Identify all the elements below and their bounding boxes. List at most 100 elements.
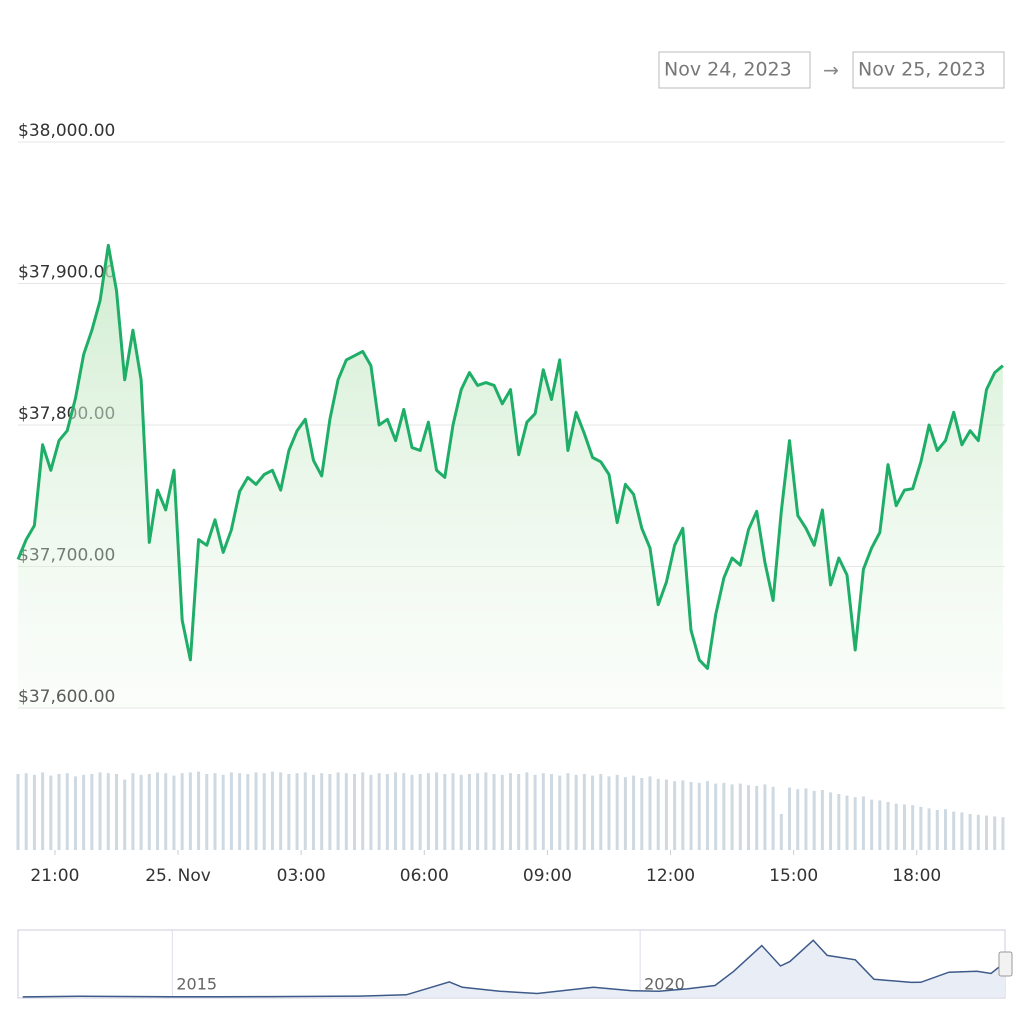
volume-bar xyxy=(591,775,595,850)
volume-bar xyxy=(451,773,455,850)
volume-bar xyxy=(845,795,849,850)
volume-bar xyxy=(878,800,882,850)
volume-bar xyxy=(90,774,94,850)
volume-bar xyxy=(213,773,217,850)
volume-bar xyxy=(952,811,956,850)
volume-bar xyxy=(730,784,734,850)
volume-bar xyxy=(804,788,808,850)
area-fill xyxy=(18,245,1003,709)
x-tick-label: 25. Nov xyxy=(145,866,211,886)
volume-bar xyxy=(221,774,225,850)
volume-bar xyxy=(697,782,701,850)
volume-bar xyxy=(968,814,972,850)
navigator-tick-label: 2015 xyxy=(176,975,217,994)
navigator-area xyxy=(22,940,1005,997)
volume-bar xyxy=(681,780,685,850)
price-line xyxy=(16,243,1004,670)
y-tick-label: $37,900.00 xyxy=(18,263,115,283)
volume-bar xyxy=(911,805,915,850)
volume-bar xyxy=(738,783,742,850)
volume-bar xyxy=(796,789,800,850)
volume-bar xyxy=(156,772,160,850)
navigator-line xyxy=(22,939,1006,998)
volume-bar xyxy=(714,783,718,850)
volume-bar xyxy=(147,774,151,850)
volume-bar xyxy=(500,774,504,850)
volume-bar xyxy=(164,773,168,850)
x-tick-label: 15:00 xyxy=(769,866,818,886)
volume-bar xyxy=(582,774,586,850)
volume-bar xyxy=(615,774,619,850)
volume-bar xyxy=(336,772,340,850)
volume-bar xyxy=(722,782,726,850)
volume-bar xyxy=(82,774,86,850)
volume-bar xyxy=(418,774,422,850)
volume-bar xyxy=(238,773,242,850)
volume-bar xyxy=(558,775,562,850)
volume-bar xyxy=(435,772,439,850)
date-separator: → xyxy=(823,60,839,82)
volume-bar xyxy=(870,799,874,850)
x-tick-label: 09:00 xyxy=(523,866,572,886)
volume-bar xyxy=(541,773,545,850)
volume-bar xyxy=(508,773,512,850)
volume-bar xyxy=(279,772,283,850)
volume-bar xyxy=(443,774,447,850)
y-tick-label: $38,000.00 xyxy=(18,121,115,141)
volume-bar xyxy=(525,772,529,850)
volume-bar xyxy=(394,772,398,850)
volume-bar xyxy=(566,773,570,850)
navigator-handle[interactable] xyxy=(998,951,1013,977)
volume-bar xyxy=(755,786,759,850)
volume-bar xyxy=(607,776,611,850)
volume-bar xyxy=(344,773,348,850)
volume-bar xyxy=(788,787,792,850)
volume-bar xyxy=(361,772,365,850)
date-from: Nov 24, 2023 xyxy=(664,59,792,81)
x-tick-label: 12:00 xyxy=(646,866,695,886)
volume-bar xyxy=(861,796,865,850)
volume-bar xyxy=(172,775,176,850)
volume-bar xyxy=(648,776,652,850)
volume-bar xyxy=(673,781,677,850)
volume-bar xyxy=(353,774,357,850)
volume-bar xyxy=(410,774,414,850)
volume-bar xyxy=(632,775,636,850)
volume-bar xyxy=(49,775,53,850)
volume-bar xyxy=(467,774,471,850)
volume-bar xyxy=(812,790,816,850)
volume-bar xyxy=(689,782,693,850)
volume-bar xyxy=(402,773,406,850)
volume-bar xyxy=(311,774,315,850)
volume-bar xyxy=(550,774,554,850)
volume-bar xyxy=(180,773,184,850)
volume-bar xyxy=(779,814,783,850)
volume-bar xyxy=(927,808,931,850)
volume-bar xyxy=(205,774,209,850)
volume-bar xyxy=(320,773,324,850)
volume-bar xyxy=(599,774,603,850)
volume-bar xyxy=(747,785,751,850)
volume-bar xyxy=(303,772,307,850)
volume-bar xyxy=(985,815,989,850)
volume-bar xyxy=(24,773,28,850)
volume-bar xyxy=(295,773,299,850)
volume-bar xyxy=(1001,817,1005,850)
volume-bar xyxy=(919,806,923,850)
volume-bar xyxy=(197,771,201,850)
volume-bar xyxy=(73,776,77,850)
volume-bar xyxy=(287,774,291,850)
volume-bar xyxy=(894,803,898,850)
date-from-input[interactable] xyxy=(658,51,811,89)
x-tick-label: 06:00 xyxy=(400,866,449,886)
volume-bar xyxy=(829,792,833,850)
date-to: Nov 25, 2023 xyxy=(858,59,986,81)
volume-bar xyxy=(106,773,110,850)
volume-bar xyxy=(853,797,857,850)
volume-bar xyxy=(369,774,373,850)
volume-bar xyxy=(623,777,627,850)
date-to-input[interactable] xyxy=(852,51,1005,89)
volume-bar xyxy=(960,812,964,850)
volume-bar xyxy=(935,810,939,850)
volume-bar xyxy=(98,772,102,850)
